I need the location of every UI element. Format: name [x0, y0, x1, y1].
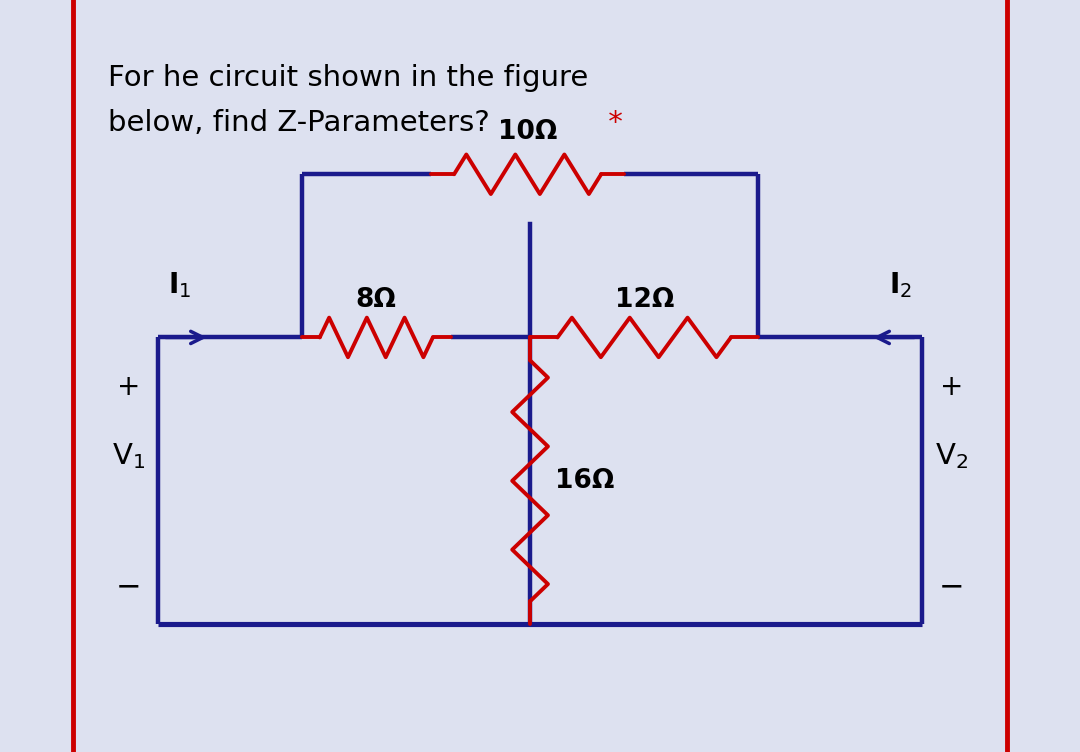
Text: V$_1$: V$_1$: [111, 441, 145, 471]
Text: 8Ω: 8Ω: [355, 287, 396, 313]
Text: *: *: [599, 109, 623, 137]
Text: V$_2$: V$_2$: [935, 441, 969, 471]
Text: 12Ω: 12Ω: [615, 287, 674, 313]
Text: I$_2$: I$_2$: [889, 270, 913, 300]
Text: 16Ω: 16Ω: [555, 468, 615, 494]
Text: −: −: [116, 572, 141, 601]
Text: −: −: [939, 572, 964, 601]
Text: +: +: [940, 373, 963, 401]
Text: I$_1$: I$_1$: [167, 270, 191, 300]
Text: +: +: [117, 373, 140, 401]
Text: below, find Z-Parameters?: below, find Z-Parameters?: [108, 109, 489, 137]
Text: For he circuit shown in the figure: For he circuit shown in the figure: [108, 64, 589, 92]
Text: 10Ω: 10Ω: [498, 119, 557, 144]
